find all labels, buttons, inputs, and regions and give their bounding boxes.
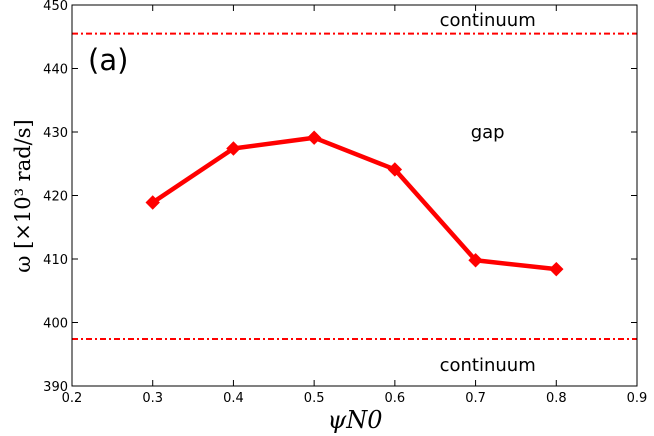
x-tick-label: 0.5 bbox=[304, 391, 325, 406]
data-point bbox=[306, 130, 322, 145]
data-point bbox=[145, 195, 160, 210]
data-point bbox=[387, 162, 403, 177]
y-tick-label: 400 bbox=[43, 317, 68, 332]
annotation-gap-2: gap bbox=[471, 122, 505, 143]
x-tick-label: 0.7 bbox=[465, 391, 486, 406]
reference-lines bbox=[72, 32, 637, 341]
annotation-continuum-1: continuum bbox=[440, 10, 536, 31]
y-axis-label: ω [×10³ rad/s] bbox=[11, 119, 35, 272]
y-tick-label: 430 bbox=[43, 126, 68, 141]
data-point bbox=[468, 253, 483, 268]
y-tick-label: 440 bbox=[43, 63, 68, 78]
data-point bbox=[226, 141, 241, 156]
series-line bbox=[151, 135, 557, 272]
plot-frame bbox=[71, 4, 638, 387]
annotation-continuum-3: continuum bbox=[440, 355, 536, 376]
x-axis-label: ψN0 bbox=[327, 406, 382, 434]
x-tick-label: 0.9 bbox=[627, 391, 648, 406]
series-layer bbox=[145, 130, 564, 277]
x-axis: 0.2 0.3 0.4 0.5 0.6 0.7 0.8 0.9 bbox=[62, 5, 648, 406]
data-point bbox=[549, 261, 564, 277]
x-tick-label: 0.8 bbox=[546, 391, 567, 406]
y-tick-label: 450 bbox=[43, 0, 68, 14]
x-tick-label: 0.6 bbox=[385, 391, 406, 406]
annotations: continuum gap continuum bbox=[440, 10, 536, 376]
x-tick-label: 0.4 bbox=[223, 391, 244, 406]
y-tick-label: 390 bbox=[43, 380, 68, 395]
x-tick-label: 0.3 bbox=[142, 391, 163, 406]
y-tick-label: 420 bbox=[43, 190, 68, 205]
panel-label: (a) bbox=[88, 43, 128, 77]
y-tick-label: 410 bbox=[43, 253, 68, 268]
y-axis: 390 400 410 420 430 440 450 bbox=[43, 0, 637, 395]
x-tick-label: 0.2 bbox=[62, 391, 83, 406]
